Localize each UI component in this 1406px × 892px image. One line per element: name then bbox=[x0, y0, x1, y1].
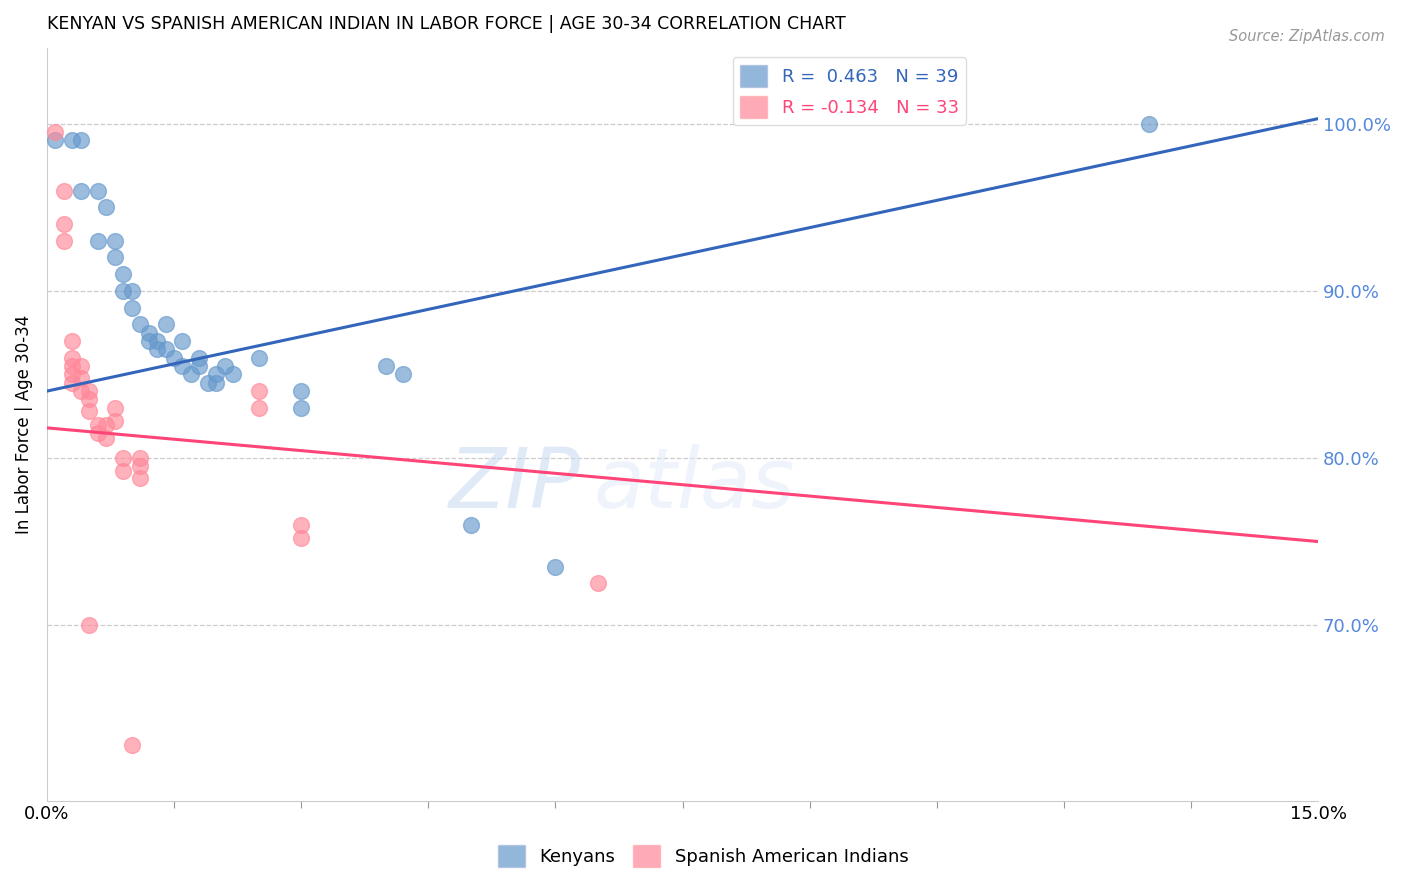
Point bbox=[155, 317, 177, 331]
Point bbox=[77, 618, 100, 632]
Point bbox=[197, 376, 219, 390]
Point bbox=[104, 401, 127, 415]
Legend: R =  0.463   N = 39, R = -0.134   N = 33: R = 0.463 N = 39, R = -0.134 N = 33 bbox=[733, 57, 966, 125]
Point bbox=[138, 334, 160, 348]
Point bbox=[1137, 117, 1160, 131]
Point bbox=[290, 384, 312, 398]
Point bbox=[155, 343, 177, 357]
Point bbox=[96, 431, 118, 445]
Point bbox=[52, 234, 75, 248]
Point bbox=[247, 351, 270, 365]
Point bbox=[87, 425, 110, 440]
Point bbox=[121, 739, 143, 753]
Point bbox=[69, 370, 91, 384]
Point bbox=[146, 334, 169, 348]
Point bbox=[77, 404, 100, 418]
Point bbox=[290, 401, 312, 415]
Point bbox=[544, 559, 567, 574]
Point bbox=[172, 359, 194, 373]
Point bbox=[96, 417, 118, 432]
Point bbox=[205, 376, 228, 390]
Point bbox=[222, 368, 245, 382]
Point bbox=[290, 517, 312, 532]
Point bbox=[77, 392, 100, 407]
Point bbox=[392, 368, 415, 382]
Point bbox=[138, 326, 160, 340]
Text: ZIP: ZIP bbox=[449, 444, 581, 525]
Point bbox=[129, 459, 152, 474]
Point bbox=[87, 234, 110, 248]
Point bbox=[180, 368, 202, 382]
Point bbox=[374, 359, 396, 373]
Text: atlas: atlas bbox=[593, 444, 796, 525]
Point bbox=[112, 267, 135, 281]
Point bbox=[104, 251, 127, 265]
Point bbox=[60, 133, 83, 147]
Point bbox=[247, 384, 270, 398]
Point bbox=[69, 359, 91, 373]
Point bbox=[290, 531, 312, 545]
Point bbox=[60, 376, 83, 390]
Point bbox=[96, 200, 118, 214]
Point bbox=[129, 317, 152, 331]
Point bbox=[188, 351, 211, 365]
Text: Source: ZipAtlas.com: Source: ZipAtlas.com bbox=[1229, 29, 1385, 44]
Point bbox=[60, 368, 83, 382]
Point bbox=[52, 217, 75, 231]
Point bbox=[205, 368, 228, 382]
Point bbox=[586, 576, 609, 591]
Point bbox=[69, 384, 91, 398]
Point bbox=[146, 343, 169, 357]
Point bbox=[247, 401, 270, 415]
Point bbox=[112, 464, 135, 478]
Point bbox=[69, 184, 91, 198]
Point bbox=[129, 450, 152, 465]
Point bbox=[163, 351, 186, 365]
Point bbox=[112, 284, 135, 298]
Point bbox=[112, 450, 135, 465]
Point bbox=[188, 359, 211, 373]
Point bbox=[460, 517, 482, 532]
Y-axis label: In Labor Force | Age 30-34: In Labor Force | Age 30-34 bbox=[15, 315, 32, 534]
Point bbox=[121, 301, 143, 315]
Point bbox=[104, 234, 127, 248]
Point bbox=[60, 334, 83, 348]
Point bbox=[104, 414, 127, 428]
Text: KENYAN VS SPANISH AMERICAN INDIAN IN LABOR FORCE | AGE 30-34 CORRELATION CHART: KENYAN VS SPANISH AMERICAN INDIAN IN LAB… bbox=[46, 15, 845, 33]
Point bbox=[60, 359, 83, 373]
Point bbox=[44, 133, 66, 147]
Point bbox=[214, 359, 236, 373]
Point bbox=[69, 133, 91, 147]
Point bbox=[87, 417, 110, 432]
Point bbox=[77, 384, 100, 398]
Legend: Kenyans, Spanish American Indians: Kenyans, Spanish American Indians bbox=[491, 838, 915, 874]
Point bbox=[172, 334, 194, 348]
Point bbox=[121, 284, 143, 298]
Point bbox=[60, 351, 83, 365]
Point bbox=[129, 471, 152, 485]
Point bbox=[44, 125, 66, 139]
Point bbox=[87, 184, 110, 198]
Point bbox=[52, 184, 75, 198]
